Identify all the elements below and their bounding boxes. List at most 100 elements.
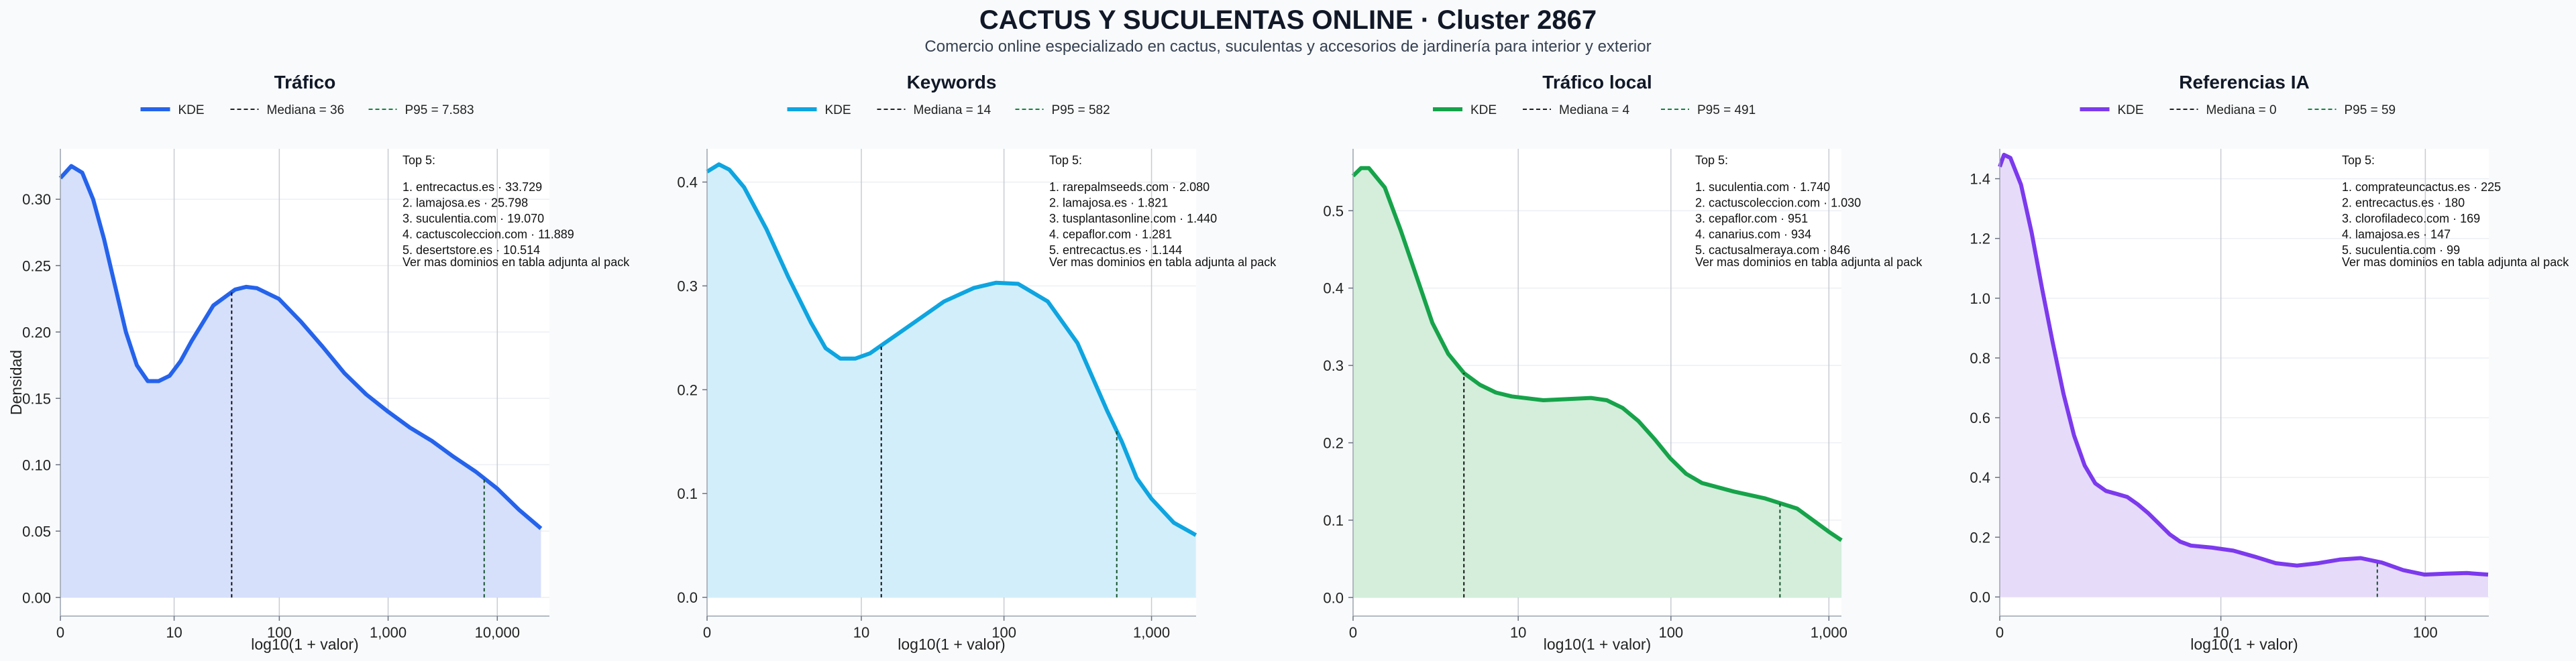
y-tick-label: 1.4 xyxy=(1970,171,1990,188)
x-tick-label: 10 xyxy=(853,624,869,641)
top5-note: Ver mas dominios en tabla adjunta al pac… xyxy=(402,255,630,269)
top5-item: 1. rarepalmseeds.com · 2.080 xyxy=(1049,180,1210,194)
top5-item: 5. desertstore.es · 10.514 xyxy=(402,243,540,257)
x-tick-label: 100 xyxy=(991,624,1016,641)
y-axis-label: Densidad xyxy=(7,350,25,415)
top5-item: 2. lamajosa.es · 1.821 xyxy=(1049,196,1168,210)
top5-item: 2. cactuscoleccion.com · 1.030 xyxy=(1695,196,1861,210)
y-tick-label: 0.3 xyxy=(677,278,698,294)
kde-line xyxy=(1998,152,2489,577)
x-tick-label: 10 xyxy=(2212,624,2229,641)
y-tick-label: 0.2 xyxy=(1970,529,1990,546)
kde-line xyxy=(58,164,543,530)
legend-kde-label: KDE xyxy=(1470,103,1497,117)
x-tick-label: 10 xyxy=(166,624,182,641)
top5-item: 2. lamajosa.es · 25.798 xyxy=(402,196,528,210)
top5-note: Ver mas dominios en tabla adjunta al pac… xyxy=(1695,255,1923,269)
chart-panel-4: Referencias IA KDE Mediana = 0 P95 = 59 0.0 0… xyxy=(1970,72,2569,653)
y-tick-label: 0.00 xyxy=(22,589,51,606)
x-tick-label: 1,000 xyxy=(370,624,407,641)
y-tick-label: 0.4 xyxy=(677,174,698,191)
kde-area xyxy=(707,164,1196,598)
y-tick-label: 0.25 xyxy=(22,257,51,274)
y-tick-label: 0.6 xyxy=(1970,410,1990,426)
x-tick-label: 1,000 xyxy=(1133,624,1170,641)
legend-p95-label: P95 = 582 xyxy=(1052,103,1110,117)
y-tick-label: 0.30 xyxy=(22,191,51,208)
top5-item: 1. entrecactus.es · 33.729 xyxy=(402,180,542,194)
chart-title: Keywords xyxy=(907,72,997,93)
y-tick-label: 0.4 xyxy=(1323,280,1344,297)
x-tick-label: 10 xyxy=(1510,624,1526,641)
top5-item: 1. comprateuncactus.es · 225 xyxy=(2342,180,2501,194)
page-title: CACTUS Y SUCULENTAS ONLINE · Cluster 286… xyxy=(979,5,1597,35)
kde-line xyxy=(706,162,1197,537)
legend-kde-label: KDE xyxy=(825,103,851,117)
top5-heading: Top 5: xyxy=(1049,154,1082,167)
y-tick-label: 0.0 xyxy=(1970,589,1990,605)
y-tick-label: 0.8 xyxy=(1970,350,1990,367)
x-tick-label: 0 xyxy=(703,624,711,641)
chart-panel-3: Tráfico local KDE Mediana = 4 P95 = 491 0.0 0… xyxy=(1323,72,1923,653)
kde-area xyxy=(60,166,541,598)
chart-legend: KDE Mediana = 14 P95 = 582 xyxy=(787,103,1110,117)
x-axis-label: log10(1 + valor) xyxy=(1544,636,1651,653)
top5-item: 3. tusplantasonline.com · 1.440 xyxy=(1049,212,1217,225)
x-axis-label: log10(1 + valor) xyxy=(898,636,1005,653)
chart-title: Tráfico local xyxy=(1542,72,1652,93)
legend-p95-label: P95 = 59 xyxy=(2345,103,2396,117)
kde-area xyxy=(2000,154,2488,597)
y-tick-label: 0.5 xyxy=(1323,202,1344,219)
kde-line xyxy=(1351,166,1843,542)
top5-item: 4. cactuscoleccion.com · 11.889 xyxy=(402,228,574,241)
y-tick-label: 0.1 xyxy=(677,485,698,502)
legend-p95-label: P95 = 491 xyxy=(1697,103,1756,117)
x-axis-label: log10(1 + valor) xyxy=(2190,636,2298,653)
y-tick-label: 0.2 xyxy=(1323,435,1344,452)
y-tick-label: 0.2 xyxy=(677,381,698,398)
chart-legend: KDE Mediana = 36 P95 = 7.583 xyxy=(140,103,474,117)
top5-item: 4. lamajosa.es · 147 xyxy=(2342,228,2451,241)
x-tick-label: 100 xyxy=(2413,624,2438,641)
y-tick-label: 0.10 xyxy=(22,457,51,473)
top5-item: 4. cepaflor.com · 1.281 xyxy=(1049,228,1172,241)
y-tick-label: 1.2 xyxy=(1970,231,1990,247)
top5-item: 3. clorofiladeco.com · 169 xyxy=(2342,212,2480,225)
x-tick-label: 100 xyxy=(267,624,292,641)
y-tick-label: 0.05 xyxy=(22,523,51,540)
y-tick-label: 0.3 xyxy=(1323,357,1344,374)
legend-median-label: Mediana = 36 xyxy=(267,103,345,117)
top5-heading: Top 5: xyxy=(1695,154,1728,167)
y-tick-label: 0.1 xyxy=(1323,512,1344,529)
x-tick-label: 100 xyxy=(1658,624,1683,641)
chart-panel-1: Tráfico KDE Mediana = 36 P95 = 7.583 0.00 0.0… xyxy=(7,72,630,653)
page-subtitle: Comercio online especializado en cactus,… xyxy=(924,38,1652,56)
chart-title: Referencias IA xyxy=(2179,72,2310,93)
legend-median-label: Mediana = 0 xyxy=(2206,103,2277,117)
top5-item: 4. canarius.com · 934 xyxy=(1695,228,1811,241)
chart-legend: KDE Mediana = 4 P95 = 491 xyxy=(1433,103,1756,117)
top5-note: Ver mas dominios en tabla adjunta al pac… xyxy=(2342,255,2569,269)
top5-item: 2. entrecactus.es · 180 xyxy=(2342,196,2465,210)
x-tick-label: 1,000 xyxy=(1811,624,1847,641)
top5-item: 5. suculentia.com · 99 xyxy=(2342,243,2460,257)
x-tick-label: 10,000 xyxy=(475,624,520,641)
x-tick-label: 0 xyxy=(1996,624,2004,641)
chart-title: Tráfico xyxy=(274,72,336,93)
top5-item: 1. suculentia.com · 1.740 xyxy=(1695,180,1830,194)
legend-median-label: Mediana = 14 xyxy=(914,103,991,117)
legend-median-label: Mediana = 4 xyxy=(1559,103,1630,117)
y-tick-label: 0.0 xyxy=(1323,589,1344,606)
legend-kde-label: KDE xyxy=(178,103,205,117)
chart-panel-2: Keywords KDE Mediana = 14 P95 = 582 0.0 0.1 0.… xyxy=(677,72,1277,653)
top5-note: Ver mas dominios en tabla adjunta al pac… xyxy=(1049,255,1277,269)
top5-item: 3. cepaflor.com · 951 xyxy=(1695,212,1808,225)
top5-heading: Top 5: xyxy=(402,154,435,167)
x-axis-label: log10(1 + valor) xyxy=(251,636,358,653)
legend-p95-label: P95 = 7.583 xyxy=(405,103,474,117)
y-tick-label: 0.20 xyxy=(22,324,51,341)
top5-heading: Top 5: xyxy=(2342,154,2375,167)
y-tick-label: 0.0 xyxy=(677,589,698,606)
x-tick-label: 0 xyxy=(56,624,64,641)
